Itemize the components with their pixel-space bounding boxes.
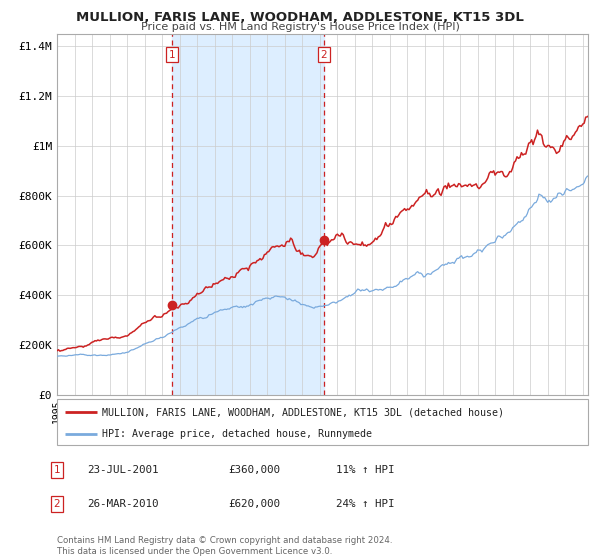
- Text: £360,000: £360,000: [228, 465, 280, 475]
- FancyBboxPatch shape: [57, 399, 588, 445]
- Text: MULLION, FARIS LANE, WOODHAM, ADDLESTONE, KT15 3DL (detached house): MULLION, FARIS LANE, WOODHAM, ADDLESTONE…: [102, 407, 504, 417]
- Text: MULLION, FARIS LANE, WOODHAM, ADDLESTONE, KT15 3DL: MULLION, FARIS LANE, WOODHAM, ADDLESTONE…: [76, 11, 524, 24]
- Text: 26-MAR-2010: 26-MAR-2010: [87, 499, 158, 509]
- Text: 11% ↑ HPI: 11% ↑ HPI: [336, 465, 395, 475]
- Bar: [172, 34, 324, 395]
- Text: 2: 2: [53, 499, 61, 509]
- Text: HPI: Average price, detached house, Runnymede: HPI: Average price, detached house, Runn…: [102, 429, 372, 438]
- Text: 23-JUL-2001: 23-JUL-2001: [87, 465, 158, 475]
- Text: 1: 1: [53, 465, 61, 475]
- Text: 2: 2: [320, 50, 327, 60]
- Text: Price paid vs. HM Land Registry's House Price Index (HPI): Price paid vs. HM Land Registry's House …: [140, 22, 460, 32]
- Text: £620,000: £620,000: [228, 499, 280, 509]
- Text: 24% ↑ HPI: 24% ↑ HPI: [336, 499, 395, 509]
- Text: 1: 1: [169, 50, 175, 60]
- Text: Contains HM Land Registry data © Crown copyright and database right 2024.
This d: Contains HM Land Registry data © Crown c…: [57, 536, 392, 556]
